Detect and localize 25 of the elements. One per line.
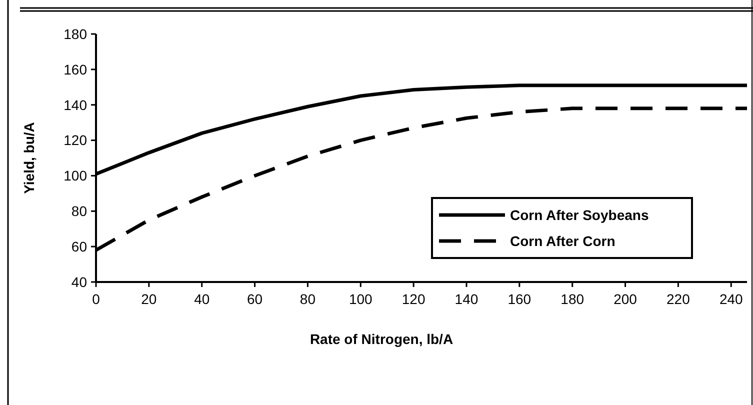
x-tick-label: 200 <box>614 291 638 307</box>
y-tick-label: 160 <box>64 61 88 78</box>
x-tick-label: 220 <box>666 291 690 307</box>
x-tick-label: 180 <box>560 291 584 307</box>
x-tick-label: 140 <box>454 291 478 307</box>
x-tick-label: 40 <box>194 291 210 307</box>
y-tick-label: 140 <box>64 96 88 113</box>
x-tick-label: 80 <box>300 291 316 307</box>
y-axis-title: Yield, bu/A <box>21 122 37 194</box>
x-tick-label: 160 <box>508 291 532 307</box>
y-tick-label: 60 <box>71 238 88 254</box>
x-axis-title: Rate of Nitrogen, lb/A <box>310 331 454 347</box>
y-tick-label: 100 <box>64 168 88 184</box>
x-tick-label: 20 <box>141 291 157 307</box>
legend-label: Corn After Soybeans <box>510 206 649 223</box>
x-tick-label: 120 <box>402 291 426 307</box>
y-tick-label: 180 <box>64 26 88 42</box>
y-tick-label: 40 <box>71 274 88 290</box>
legend-label: Corn After Corn <box>510 232 616 249</box>
y-tick-label: 80 <box>71 203 88 220</box>
y-tick-label: 120 <box>64 132 88 148</box>
x-tick-label: 100 <box>348 291 373 307</box>
x-tick-label: 60 <box>246 291 263 307</box>
x-tick-label: 0 <box>92 291 100 307</box>
x-tick-label: 240 <box>719 291 744 307</box>
